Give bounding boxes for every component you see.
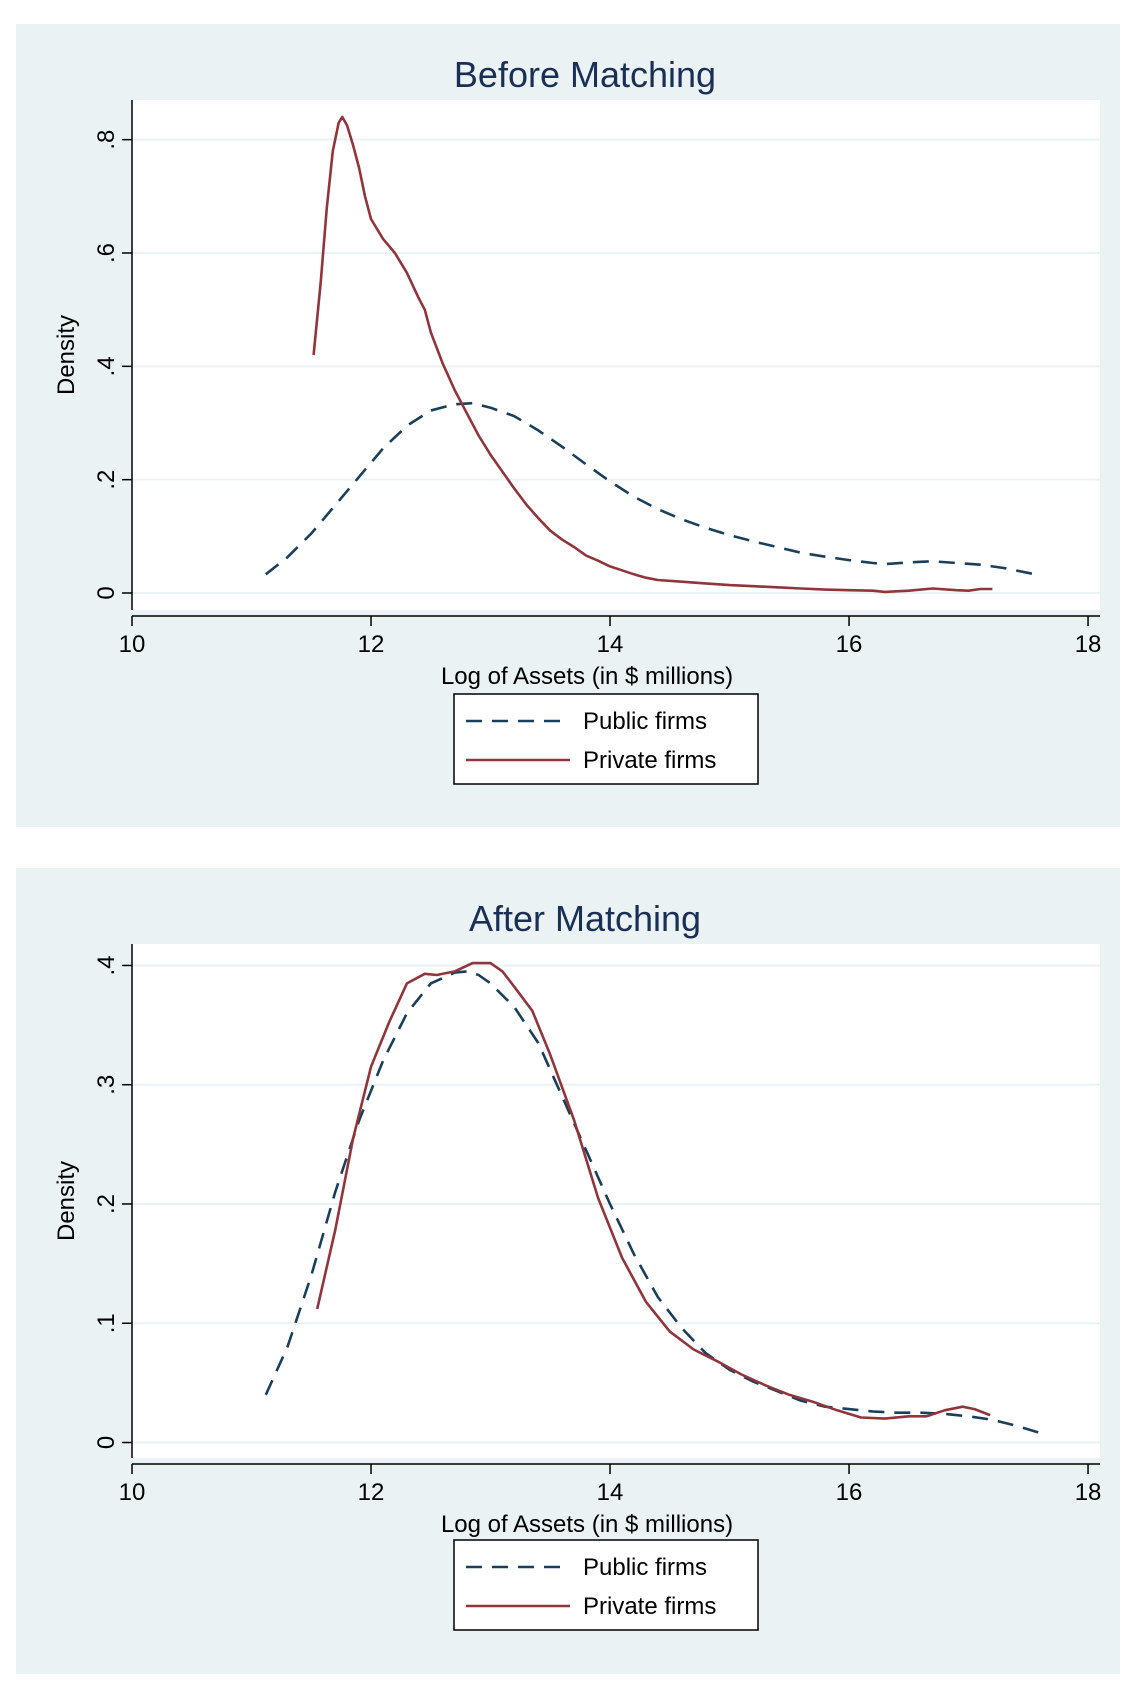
x-axis-label: Log of Assets (in $ millions) (441, 663, 733, 690)
y-tick-label: .4 (93, 356, 120, 376)
series-line-public-firms (264, 401, 1039, 577)
x-tick-label: 14 (597, 631, 624, 658)
series-line-private-firms (312, 115, 993, 594)
y-tick-label: .2 (93, 1194, 120, 1214)
y-tick-label: 0 (93, 1436, 120, 1449)
legend: Public firms Private firms (453, 693, 759, 785)
y-tick-label: .6 (93, 243, 120, 263)
x-tick-label: 14 (597, 1479, 624, 1506)
legend-label-public-firms: Public firms (583, 1554, 707, 1581)
x-tick-label: 10 (119, 1479, 146, 1506)
y-tick-label: .8 (93, 130, 120, 150)
legend-box (453, 693, 759, 785)
after-matching-chart-panel: 0 .1 .2 .3 .4 10 12 14 16 18 Log of Assets (in $ m… (16, 868, 1120, 1674)
x-tick-label: 18 (1075, 631, 1102, 658)
legend-label-private-firms: Private firms (583, 1593, 716, 1620)
before-matching-chart-panel: 0 .2 .4 .6 .8 10 12 14 16 18 Log of Assets (in $ m… (16, 24, 1120, 827)
x-tick-label: 10 (119, 631, 146, 658)
x-tick-label: 12 (358, 631, 385, 658)
x-tick-label: 16 (836, 631, 863, 658)
plot-area (132, 100, 1100, 610)
x-tick-label: 18 (1075, 1479, 1102, 1506)
x-tick-label: 12 (358, 1479, 385, 1506)
y-axis-label: Density (53, 315, 80, 395)
x-tick-label: 16 (836, 1479, 863, 1506)
series-line-public-firms (264, 970, 1041, 1435)
y-tick-label: 0 (93, 586, 120, 599)
legend-box (453, 1539, 759, 1631)
plot-area (132, 944, 1100, 1458)
legend-label-public-firms: Public firms (583, 708, 707, 735)
before-matching-chart: 0 .2 .4 .6 .8 10 12 14 16 18 Log of Assets (in $ m… (53, 54, 1102, 785)
legend: Public firms Private firms (453, 1539, 759, 1631)
chart-title: Before Matching (454, 54, 716, 95)
after-matching-chart: 0 .1 .2 .3 .4 10 12 14 16 18 Log of Assets (in $ m… (53, 898, 1102, 1631)
y-tick-label: .2 (93, 470, 120, 490)
x-axis-label: Log of Assets (in $ millions) (441, 1511, 733, 1538)
y-tick-label: .1 (93, 1313, 120, 1333)
series-line-private-firms (315, 961, 991, 1420)
y-axis-label: Density (53, 1161, 80, 1241)
y-tick-label: .4 (93, 955, 120, 975)
y-tick-label: .3 (93, 1075, 120, 1095)
legend-label-private-firms: Private firms (583, 747, 716, 774)
chart-title: After Matching (469, 898, 701, 939)
